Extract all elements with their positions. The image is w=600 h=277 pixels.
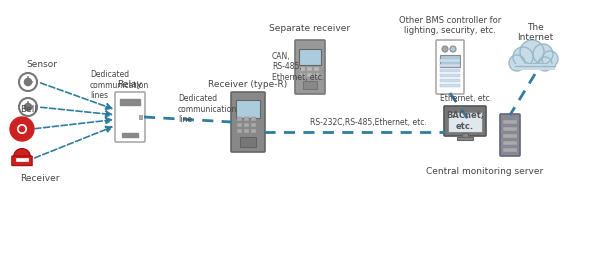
Circle shape (513, 47, 533, 67)
Text: RS-232C,RS-485,Ethernet, etc.: RS-232C,RS-485,Ethernet, etc. (310, 117, 427, 127)
FancyBboxPatch shape (115, 92, 145, 142)
Bar (314, 67, 319, 71)
Bar (440, 79, 460, 82)
Bar (462, 133, 468, 138)
Circle shape (25, 103, 32, 111)
Text: Dedicated
communication
lines: Dedicated communication lines (90, 70, 149, 100)
Bar (236, 100, 260, 118)
Bar (440, 84, 460, 87)
Bar (440, 74, 460, 77)
FancyBboxPatch shape (231, 92, 265, 152)
Bar (237, 117, 242, 121)
Bar (300, 67, 305, 71)
Bar (503, 141, 517, 145)
Bar (300, 73, 305, 77)
Bar (299, 49, 321, 65)
Bar (244, 117, 249, 121)
Circle shape (450, 46, 456, 52)
Bar (503, 148, 517, 152)
Bar (457, 137, 473, 140)
Bar (120, 99, 140, 105)
Text: The
Internet: The Internet (517, 23, 553, 42)
Bar (440, 69, 460, 72)
Text: Bell: Bell (20, 105, 37, 114)
Bar (440, 64, 460, 67)
Text: Receiver (type-R): Receiver (type-R) (208, 80, 287, 89)
Text: Receiver: Receiver (20, 174, 59, 183)
Text: Dedicated
communication
line: Dedicated communication line (178, 94, 237, 124)
Text: Relay: Relay (118, 80, 143, 89)
Bar (244, 123, 249, 127)
Text: Other BMS controller for
lighting, security, etc.: Other BMS controller for lighting, secur… (399, 16, 501, 35)
Bar (503, 127, 517, 131)
Bar (139, 115, 142, 119)
Text: Central monitoring server: Central monitoring server (427, 167, 544, 176)
Circle shape (538, 57, 552, 71)
FancyBboxPatch shape (444, 106, 486, 136)
Bar (240, 137, 256, 147)
Bar (237, 123, 242, 127)
Text: Ethernet, etc.: Ethernet, etc. (440, 94, 492, 104)
FancyBboxPatch shape (295, 40, 325, 94)
Circle shape (509, 55, 525, 71)
Bar (503, 120, 517, 124)
Text: Sensor: Sensor (26, 60, 57, 69)
Circle shape (520, 40, 544, 64)
Bar (307, 73, 312, 77)
Bar (237, 129, 242, 133)
Bar (448, 112, 482, 132)
Bar (515, 56, 555, 70)
FancyBboxPatch shape (436, 40, 464, 94)
Circle shape (542, 51, 558, 67)
Text: BACnet,
etc.: BACnet, etc. (446, 111, 484, 131)
Text: Separate receiver: Separate receiver (269, 24, 350, 33)
Bar (503, 134, 517, 138)
Bar (307, 67, 312, 71)
FancyBboxPatch shape (500, 114, 520, 156)
Circle shape (442, 46, 448, 52)
Bar (251, 129, 256, 133)
Bar (515, 64, 555, 70)
Circle shape (14, 148, 31, 165)
Bar (251, 117, 256, 121)
Bar (251, 123, 256, 127)
Bar (303, 81, 317, 89)
Circle shape (533, 44, 553, 64)
Bar (314, 73, 319, 77)
Bar (244, 129, 249, 133)
FancyBboxPatch shape (12, 156, 32, 165)
Bar (440, 55, 460, 67)
Circle shape (25, 78, 32, 86)
Bar (122, 133, 138, 137)
Bar (440, 59, 460, 62)
Bar (16, 158, 28, 161)
Circle shape (10, 117, 34, 141)
Text: CAN,
RS-485,
Ethernet, etc.: CAN, RS-485, Ethernet, etc. (272, 52, 324, 82)
